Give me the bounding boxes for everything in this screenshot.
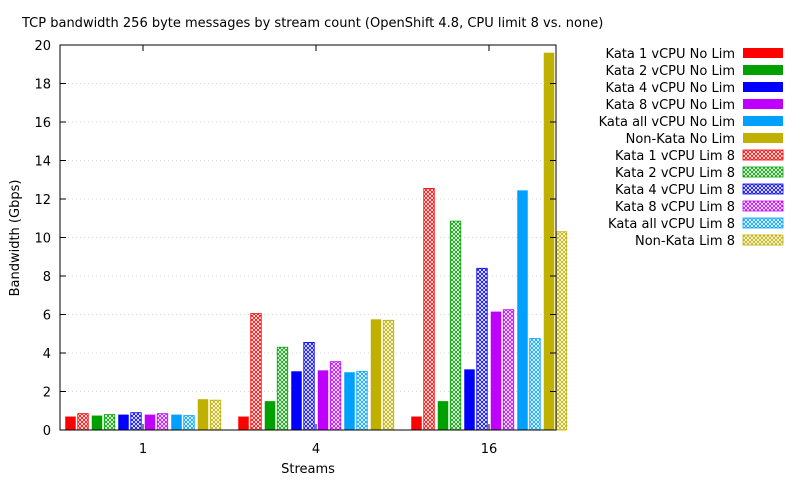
bar-kata-all-vcpu-no-lim-16: [517, 190, 528, 430]
bar-kata-1-vcpu-lim-8-16: [423, 188, 435, 431]
bar-kata-1-vcpu-no-lim-4: [238, 416, 249, 430]
bar-kata-all-vcpu-lim-8-4: [356, 370, 368, 431]
legend-label: Non-Kata No Lim: [626, 132, 735, 147]
y-tick-label: 8: [43, 270, 51, 285]
y-tick-label: 0: [43, 424, 51, 439]
bar-kata-all-vcpu-lim-8-16: [529, 338, 541, 431]
bar-kata-1-vcpu-no-lim-16: [411, 416, 422, 430]
y-tick-label: 18: [34, 78, 51, 93]
bar-kata-all-vcpu-lim-8-1: [183, 415, 195, 431]
legend-label: Kata 4 vCPU Lim 8: [615, 183, 735, 198]
legend-swatch: [743, 48, 783, 58]
legend-swatch: [742, 200, 784, 212]
bar-kata-2-vcpu-lim-8-4: [276, 346, 289, 431]
legend-label: Kata 2 vCPU No Lim: [606, 64, 735, 79]
legend: Kata 1 vCPU No Lim Kata 2 vCPU No Lim Kata…: [599, 47, 784, 249]
bar-kata-4-vcpu-lim-8-4: [303, 342, 315, 431]
bar-kata-8-vcpu-no-lim-1: [144, 414, 156, 430]
legend-label: Kata 1 vCPU No Lim: [606, 47, 735, 62]
legend-item-kata-1-vcpu-no-lim: Kata 1 vCPU No Lim: [606, 47, 783, 62]
bar-non-kata-lim-8-1: [209, 399, 222, 431]
bar-kata-8-vcpu-lim-8-1: [156, 413, 169, 431]
y-tick-label: 2: [43, 386, 51, 401]
x-tick-label: 16: [481, 442, 498, 457]
bar-kata-8-vcpu-no-lim-16: [490, 311, 502, 430]
legend-item-kata-all-vcpu-no-lim: Kata all vCPU No Lim: [599, 115, 783, 130]
x-tick-label: 1: [139, 442, 147, 457]
bar-non-kata-lim-8-16: [555, 231, 568, 431]
y-tick-label: 20: [34, 39, 51, 54]
y-tick-label: 4: [43, 347, 51, 362]
y-tick-label: 10: [34, 232, 51, 247]
legend-swatch: [742, 234, 784, 246]
legend-swatch: [742, 166, 784, 178]
y-axis-label: Bandwidth (Gbps): [8, 180, 23, 297]
legend-swatch: [742, 149, 784, 161]
bar-kata-1-vcpu-lim-8-4: [250, 313, 262, 431]
y-tick-label: 12: [34, 193, 51, 208]
bar-kata-all-vcpu-no-lim-4: [344, 372, 355, 430]
x-tick-label: 4: [312, 442, 320, 457]
legend-item-kata-8-vcpu-lim-8: Kata 8 vCPU Lim 8: [615, 200, 784, 215]
y-axis: 0 2 4 6 8 10 12 14 16 18 20: [34, 39, 556, 439]
legend-item-kata-all-vcpu-lim-8: Kata all vCPU Lim 8: [608, 217, 784, 232]
bars: [65, 52, 568, 431]
legend-item-kata-4-vcpu-lim-8: Kata 4 vCPU Lim 8: [615, 183, 784, 198]
legend-item-non-kata-no-lim: Non-Kata No Lim: [626, 132, 783, 147]
bar-non-kata-no-lim-16: [543, 52, 555, 430]
legend-label: Kata all vCPU Lim 8: [608, 217, 735, 232]
y-tick-label: 16: [34, 116, 51, 131]
bar-kata-4-vcpu-no-lim-16: [464, 369, 475, 430]
legend-item-kata-8-vcpu-no-lim: Kata 8 vCPU No Lim: [606, 98, 783, 113]
bar-kata-8-vcpu-lim-8-16: [502, 309, 515, 431]
legend-label: Kata 1 vCPU Lim 8: [615, 149, 735, 164]
x-axis: 1 4 16: [139, 45, 497, 457]
legend-swatch: [743, 116, 783, 126]
legend-label: Kata 8 vCPU Lim 8: [615, 200, 735, 215]
bar-kata-2-vcpu-lim-8-1: [103, 414, 116, 431]
chart-title: TCP bandwidth 256 byte messages by strea…: [21, 16, 603, 31]
bar-non-kata-lim-8-4: [382, 319, 395, 431]
legend-swatch: [743, 82, 783, 92]
legend-swatch: [743, 133, 783, 143]
legend-label: Kata all vCPU No Lim: [599, 115, 735, 130]
bar-kata-4-vcpu-lim-8-1: [130, 412, 142, 431]
y-tick-label: 6: [43, 309, 51, 324]
legend-item-kata-4-vcpu-no-lim: Kata 4 vCPU No Lim: [606, 81, 783, 96]
bar-kata-4-vcpu-no-lim-1: [118, 414, 129, 430]
y-tick-label: 14: [34, 155, 51, 170]
bar-kata-8-vcpu-no-lim-4: [317, 370, 329, 430]
bar-non-kata-no-lim-4: [370, 319, 382, 430]
legend-item-kata-1-vcpu-lim-8: Kata 1 vCPU Lim 8: [615, 149, 784, 164]
bar-kata-all-vcpu-no-lim-1: [171, 414, 182, 430]
legend-swatch: [743, 65, 783, 75]
bar-kata-4-vcpu-no-lim-4: [291, 371, 302, 430]
legend-swatch: [742, 183, 784, 195]
bar-kata-1-vcpu-no-lim-1: [65, 416, 76, 430]
bar-non-kata-no-lim-1: [197, 399, 209, 430]
legend-label: Kata 8 vCPU No Lim: [606, 98, 735, 113]
legend-swatch: [742, 217, 784, 229]
bar-kata-4-vcpu-lim-8-16: [476, 267, 488, 431]
legend-label: Kata 2 vCPU Lim 8: [615, 166, 735, 181]
bar-kata-2-vcpu-lim-8-16: [449, 220, 462, 431]
bar-kata-2-vcpu-no-lim-1: [91, 415, 103, 430]
x-axis-label: Streams: [281, 462, 335, 477]
legend-item-non-kata-lim-8: Non-Kata Lim 8: [635, 234, 784, 249]
legend-swatch: [743, 99, 783, 109]
legend-label: Non-Kata Lim 8: [635, 234, 735, 249]
legend-label: Kata 4 vCPU No Lim: [606, 81, 735, 96]
legend-item-kata-2-vcpu-no-lim: Kata 2 vCPU No Lim: [606, 64, 783, 79]
bar-kata-2-vcpu-no-lim-4: [264, 401, 276, 430]
bar-kata-1-vcpu-lim-8-1: [77, 413, 89, 431]
bar-kata-8-vcpu-lim-8-4: [329, 361, 342, 431]
legend-item-kata-2-vcpu-lim-8: Kata 2 vCPU Lim 8: [615, 166, 784, 181]
bar-kata-2-vcpu-no-lim-16: [437, 401, 449, 430]
